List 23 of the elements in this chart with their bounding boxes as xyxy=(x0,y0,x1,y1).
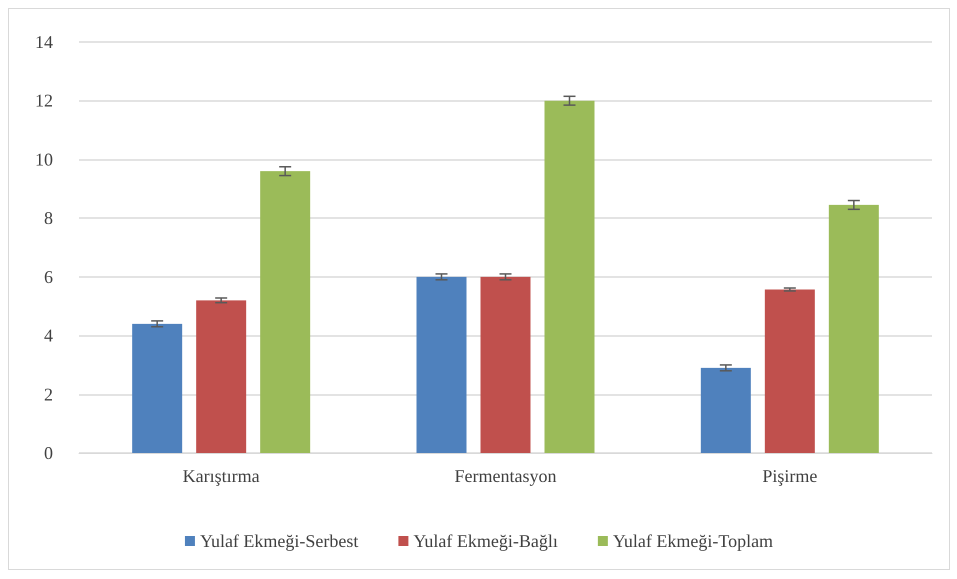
legend-label: Yulaf Ekmeği-Toplam xyxy=(612,531,774,551)
y-tick-label: 6 xyxy=(44,266,53,287)
bar xyxy=(764,289,815,453)
y-tick-label: 14 xyxy=(35,32,53,52)
y-tick-label: 2 xyxy=(44,384,53,404)
y-tick-label: 0 xyxy=(44,443,53,463)
x-tick-label: Karıştırma xyxy=(182,466,260,486)
y-tick-label: 10 xyxy=(35,149,53,170)
x-tick-label: Pişirme xyxy=(762,466,818,486)
bar xyxy=(132,324,182,453)
bar xyxy=(416,276,466,453)
y-tick-label: 8 xyxy=(44,208,53,228)
bar xyxy=(700,368,751,453)
bar xyxy=(480,276,530,453)
y-tick-label: 12 xyxy=(35,90,53,111)
bar xyxy=(196,300,246,453)
y-tick-label: 4 xyxy=(44,326,53,346)
legend-label: Yulaf Ekmeği-Bağlı xyxy=(413,531,558,551)
legend-label: Yulaf Ekmeği-Serbest xyxy=(200,531,358,551)
bar xyxy=(828,204,879,453)
x-tick-label: Fermentasyon xyxy=(454,466,556,486)
bar xyxy=(260,171,310,453)
bar xyxy=(544,100,594,453)
